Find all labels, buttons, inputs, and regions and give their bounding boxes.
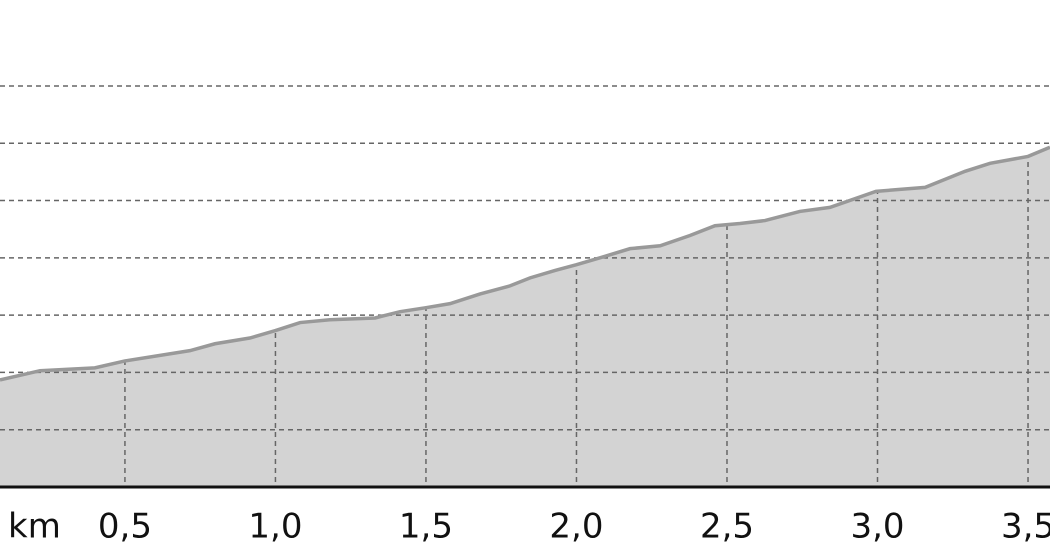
x-tick-label: 2,5 [700,507,754,547]
x-tick-label: 1,5 [399,507,453,547]
x-tick-label: 2,0 [549,507,603,547]
area-fill [0,147,1050,487]
x-tick-label: 1,0 [248,507,302,547]
x-axis-label: km [8,507,61,547]
x-tick-label: 3,0 [850,507,904,547]
elevation-line [0,145,1050,382]
x-tick-label: 0,5 [98,507,152,547]
x-tick-label: 3,5 [1001,507,1050,547]
